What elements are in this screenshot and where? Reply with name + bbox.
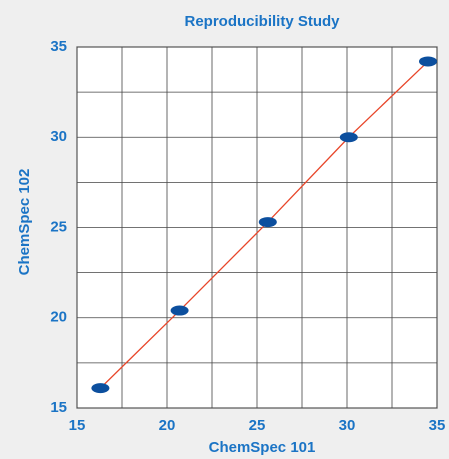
x-tick-label: 30	[339, 417, 356, 434]
chart-title: Reproducibility Study	[184, 13, 340, 30]
data-point	[91, 383, 110, 394]
data-point	[170, 305, 189, 316]
data-point	[339, 132, 358, 143]
y-tick-label: 35	[50, 38, 67, 55]
y-axis-label: ChemSpec 102	[16, 169, 33, 276]
y-tick-label: 30	[50, 128, 67, 145]
x-tick-label: 25	[249, 417, 266, 434]
x-axis-label: ChemSpec 101	[209, 439, 316, 456]
data-point	[258, 217, 277, 228]
y-tick-label: 20	[50, 309, 67, 326]
y-tick-label: 25	[50, 218, 67, 235]
y-tick-label: 15	[50, 399, 67, 416]
x-tick-label: 35	[429, 417, 446, 434]
x-tick-label: 20	[159, 417, 176, 434]
data-point	[419, 56, 437, 67]
x-tick-label: 15	[69, 417, 86, 434]
